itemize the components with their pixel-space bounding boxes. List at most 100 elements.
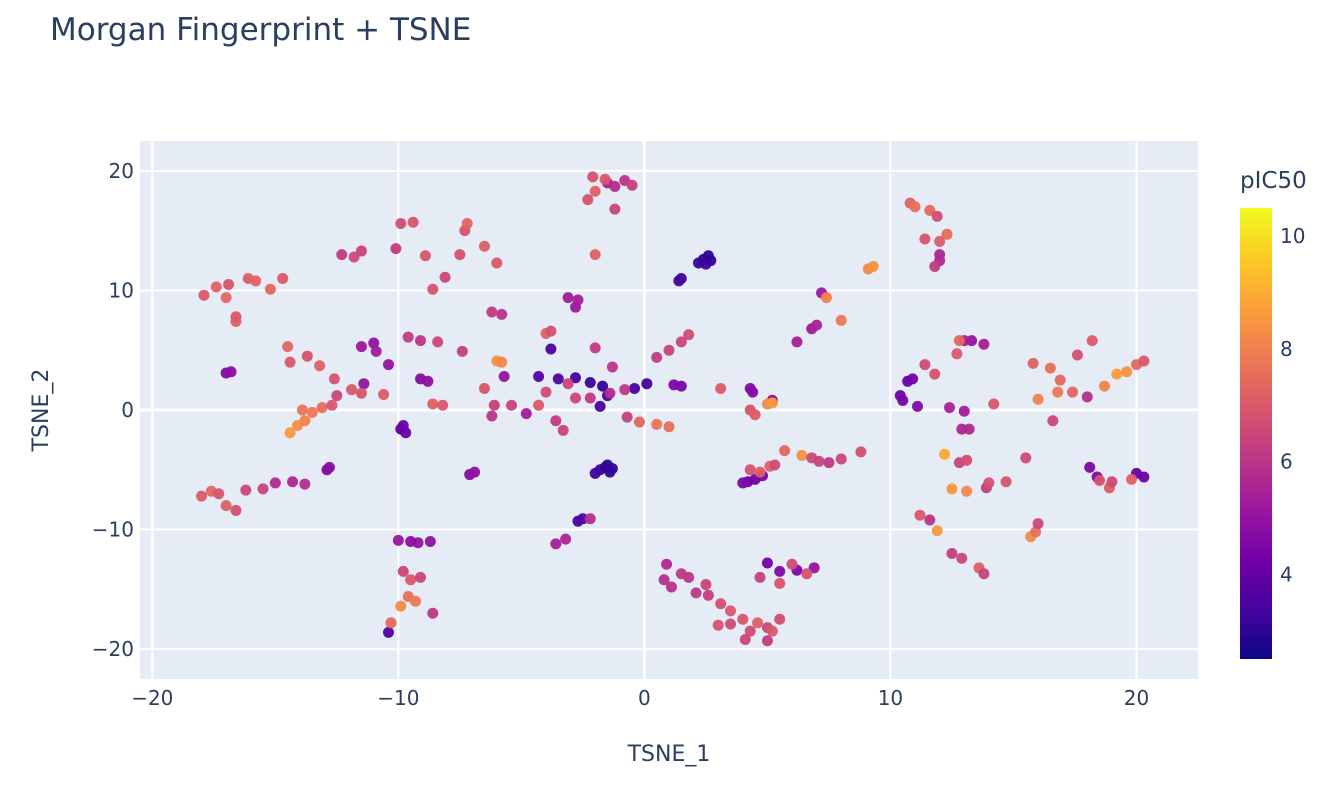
scatter-point bbox=[747, 386, 759, 398]
scatter-point bbox=[752, 617, 764, 629]
scatter-point bbox=[589, 467, 601, 479]
scatter-point bbox=[1138, 471, 1150, 483]
scatter-point bbox=[355, 387, 367, 399]
scatter-point bbox=[1081, 391, 1093, 403]
scatter-point bbox=[761, 635, 773, 647]
scatter-point bbox=[943, 402, 955, 414]
scatter-point bbox=[1099, 380, 1111, 392]
scatter-point bbox=[405, 536, 417, 548]
scatter-point bbox=[609, 180, 621, 192]
scatter-point bbox=[700, 579, 712, 591]
scatter-point bbox=[306, 406, 318, 418]
scatter-point bbox=[358, 378, 370, 390]
scatter-point bbox=[461, 217, 473, 229]
scatter-point bbox=[1086, 335, 1098, 347]
scatter-point bbox=[924, 204, 936, 216]
scatter-point bbox=[983, 477, 995, 489]
scatter-point bbox=[552, 373, 564, 385]
data-points bbox=[196, 171, 1150, 647]
scatter-point bbox=[919, 233, 931, 245]
scatter-point bbox=[919, 359, 931, 371]
colorbar-tick-label: 4 bbox=[1280, 562, 1293, 586]
scatter-point bbox=[230, 311, 242, 323]
scatter-point bbox=[1054, 374, 1066, 386]
scatter-point bbox=[587, 171, 599, 183]
scatter-point bbox=[1126, 473, 1138, 485]
scatter-point bbox=[545, 325, 557, 337]
x-tick-label: 20 bbox=[1124, 686, 1149, 710]
scatter-point bbox=[584, 392, 596, 404]
scatter-point bbox=[424, 536, 436, 548]
scatter-point bbox=[589, 185, 601, 197]
scatter-point bbox=[355, 245, 367, 257]
scatter-point bbox=[1094, 475, 1106, 487]
scatter-point bbox=[786, 558, 798, 570]
scatter-point bbox=[414, 571, 426, 583]
scatter-point bbox=[355, 341, 367, 353]
scatter-point bbox=[316, 402, 328, 414]
scatter-point bbox=[823, 457, 835, 469]
scatter-point bbox=[675, 336, 687, 348]
scatter-point bbox=[336, 249, 348, 261]
scatter-point bbox=[604, 387, 616, 399]
scatter-point bbox=[725, 618, 737, 630]
scatter-point bbox=[572, 294, 584, 306]
scatter-point bbox=[560, 533, 572, 545]
scatter-point bbox=[907, 373, 919, 385]
scatter-point bbox=[705, 255, 717, 267]
scatter-point bbox=[533, 399, 545, 411]
scatter-point bbox=[835, 453, 847, 465]
scatter-point bbox=[963, 423, 975, 435]
scatter-point bbox=[961, 485, 973, 497]
scatter-point bbox=[533, 371, 545, 383]
scatter-point bbox=[774, 565, 786, 577]
scatter-point bbox=[934, 235, 946, 247]
scatter-point bbox=[766, 625, 778, 637]
scatter-point bbox=[439, 271, 451, 283]
scatter-point bbox=[661, 558, 673, 570]
scatter-point bbox=[956, 552, 968, 564]
scatter-point bbox=[641, 378, 653, 390]
scatter-point bbox=[419, 250, 431, 262]
scatter-point bbox=[230, 504, 242, 516]
scatter-point bbox=[1067, 386, 1079, 398]
scatter-point bbox=[432, 336, 444, 348]
scatter-point bbox=[584, 377, 596, 389]
scatter-point bbox=[584, 513, 596, 525]
scatter-point bbox=[754, 571, 766, 583]
scatter-point bbox=[702, 589, 714, 601]
scatter-point bbox=[284, 427, 296, 439]
scatter-point bbox=[1032, 518, 1044, 530]
scatter-point bbox=[397, 420, 409, 432]
scatter-point bbox=[1071, 349, 1083, 361]
scatter-point bbox=[779, 445, 791, 457]
scatter-point bbox=[390, 243, 402, 255]
scatter-point bbox=[690, 587, 702, 599]
scatter-point bbox=[958, 405, 970, 417]
scatter-point bbox=[675, 272, 687, 284]
scatter-point bbox=[402, 331, 414, 343]
scatter-point bbox=[570, 392, 582, 404]
scatter-point bbox=[299, 415, 311, 427]
scatter-point bbox=[774, 613, 786, 625]
x-axis-label: TSNE_1 bbox=[627, 742, 711, 767]
scatter-point bbox=[609, 203, 621, 215]
scatter-point bbox=[220, 500, 232, 512]
scatter-point bbox=[1084, 461, 1096, 473]
scatter-point bbox=[589, 342, 601, 354]
scatter-point bbox=[946, 483, 958, 495]
scatter-point bbox=[1052, 386, 1064, 398]
scatter-point bbox=[912, 400, 924, 412]
scatter-point bbox=[486, 410, 498, 422]
colorbar-tick-labels: 4 6 8 10 bbox=[1280, 224, 1305, 586]
scatter-point bbox=[629, 382, 641, 394]
scatter-point bbox=[621, 411, 633, 423]
scatter-point bbox=[346, 384, 358, 396]
scatter-point bbox=[589, 249, 601, 261]
scatter-point bbox=[606, 361, 618, 373]
scatter-point bbox=[929, 368, 941, 380]
scatter-point bbox=[323, 461, 335, 473]
scatter-point bbox=[469, 466, 481, 478]
scatter-point bbox=[370, 345, 382, 357]
